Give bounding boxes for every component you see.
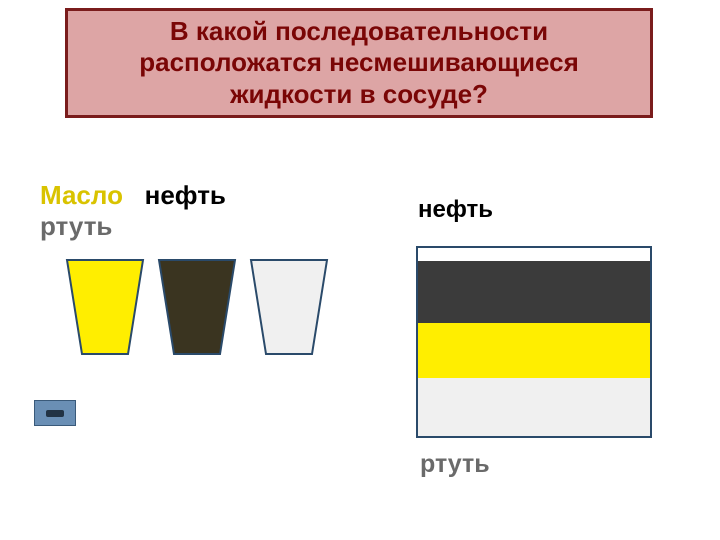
beaker-shape xyxy=(247,258,331,358)
beaker-shape xyxy=(155,258,239,358)
label-oil: Масло xyxy=(40,180,123,210)
reveal-icon xyxy=(46,410,64,417)
vessel xyxy=(416,246,652,438)
beaker-shape xyxy=(63,258,147,358)
vessel-layer-mercury xyxy=(418,378,650,436)
vessel-layer-oil xyxy=(418,323,650,378)
beaker-naphtha xyxy=(155,258,239,358)
label-naphtha: нефть xyxy=(145,180,226,210)
vessel-layer-naphtha xyxy=(418,261,650,323)
vessel-label-bottom: ртуть xyxy=(420,452,490,477)
beaker-mercury xyxy=(247,258,331,358)
label-mercury: ртуть xyxy=(40,211,112,241)
beakers-row xyxy=(63,258,331,358)
question-title: В какой последовательности расположатся … xyxy=(65,8,653,118)
vessel-label-top: нефть xyxy=(418,198,493,222)
liquid-labels: Масло нефть ртуть xyxy=(40,180,226,242)
beaker-oil xyxy=(63,258,147,358)
reveal-button[interactable] xyxy=(34,400,76,426)
vessel-layer-gap xyxy=(418,248,650,261)
